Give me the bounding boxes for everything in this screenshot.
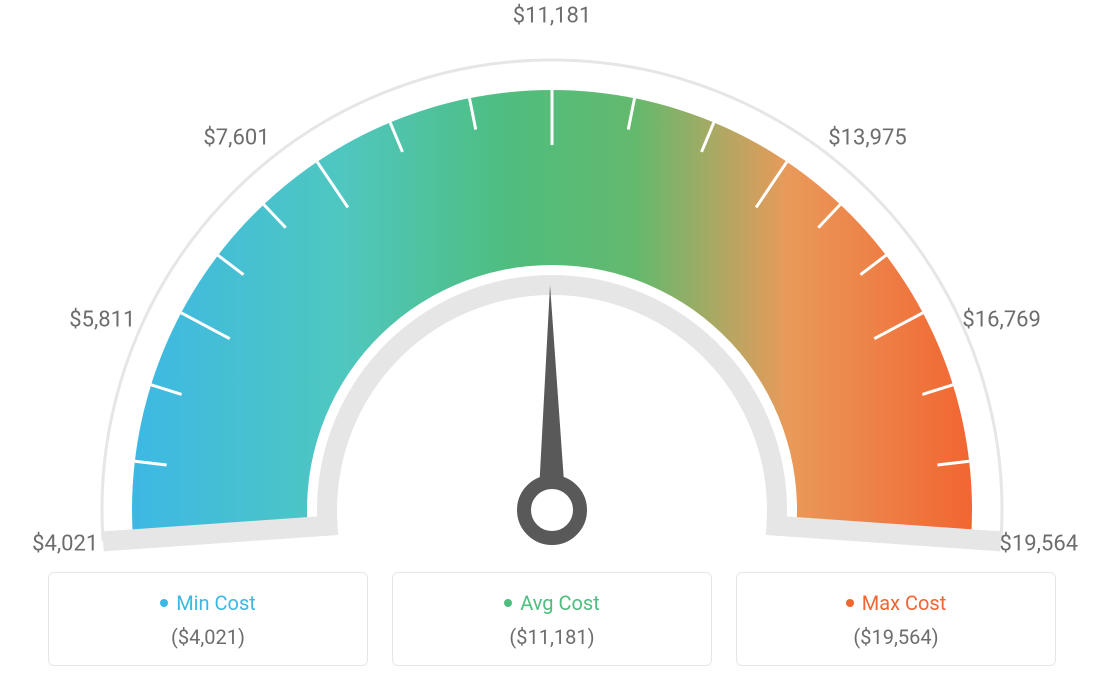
gauge-svg	[0, 0, 1104, 560]
dot-icon	[504, 599, 512, 607]
legend-title-max: Max Cost	[846, 591, 947, 615]
legend-card-avg: Avg Cost ($11,181)	[392, 572, 712, 666]
legend-label-max: Max Cost	[862, 591, 947, 615]
scale-label: $4,021	[32, 532, 98, 557]
scale-label: $7,601	[203, 125, 269, 150]
scale-label: $16,769	[962, 308, 1041, 333]
legend-label-avg: Avg Cost	[520, 591, 600, 615]
legend-label-min: Min Cost	[176, 591, 256, 615]
dot-icon	[846, 599, 854, 607]
legend-card-max: Max Cost ($19,564)	[736, 572, 1056, 666]
legend-card-min: Min Cost ($4,021)	[48, 572, 368, 666]
legend-row: Min Cost ($4,021) Avg Cost ($11,181) Max…	[0, 572, 1104, 666]
legend-value-min: ($4,021)	[49, 625, 367, 649]
scale-label: $11,181	[513, 4, 592, 29]
legend-value-avg: ($11,181)	[393, 625, 711, 649]
legend-title-min: Min Cost	[160, 591, 256, 615]
legend-title-avg: Avg Cost	[504, 591, 600, 615]
scale-label: $13,975	[828, 125, 907, 150]
dot-icon	[160, 599, 168, 607]
scale-label: $5,811	[69, 308, 135, 333]
legend-value-max: ($19,564)	[737, 625, 1055, 649]
scale-label: $19,564	[1000, 532, 1079, 557]
gauge-chart: $4,021 $5,811 $7,601 $11,181 $13,975 $16,769 $…	[0, 0, 1104, 560]
